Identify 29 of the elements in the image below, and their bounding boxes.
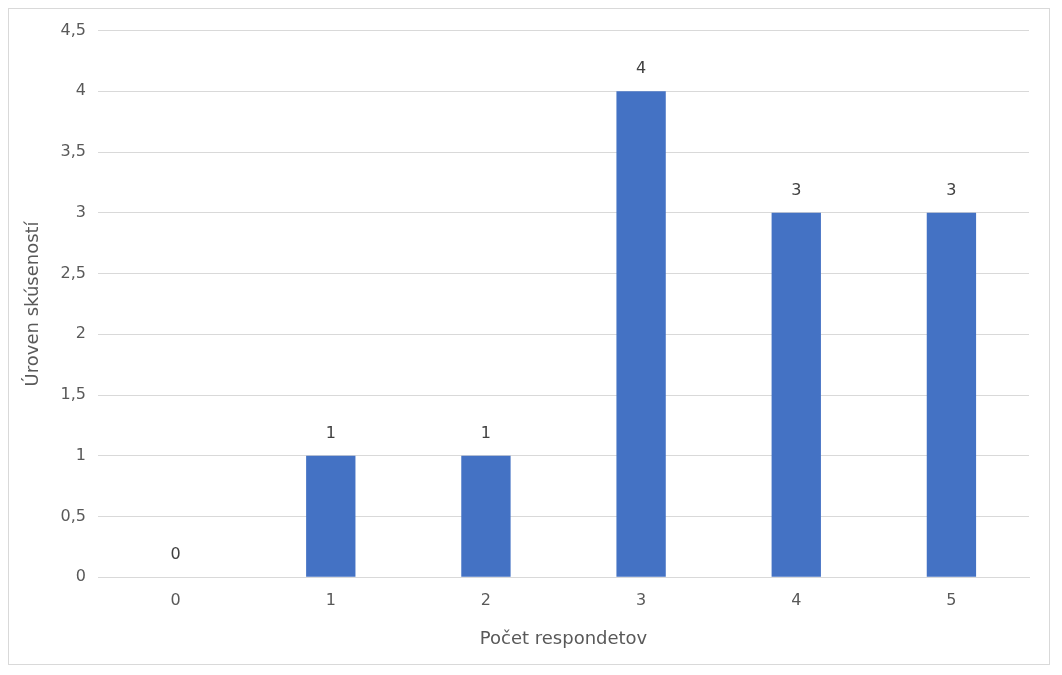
data-label: 3 xyxy=(946,179,957,199)
x-tick-label: 2 xyxy=(480,589,492,609)
bar xyxy=(926,212,977,577)
x-tick-label: 1 xyxy=(325,589,336,609)
y-tick-label: 2,5 xyxy=(60,262,87,282)
data-label: 4 xyxy=(636,58,647,78)
x-tick-label: 4 xyxy=(791,589,802,609)
y-tick-label: 4 xyxy=(75,80,87,100)
y-axis-title: Úroven skúseností xyxy=(21,220,43,387)
y-tick-label: 0,5 xyxy=(60,505,87,525)
y-tick-label: 0 xyxy=(75,566,87,586)
x-axis-title: Počet respondetov xyxy=(479,626,648,648)
x-tick-label: 3 xyxy=(636,589,647,609)
data-label: 0 xyxy=(170,544,181,564)
y-tick-label: 1,5 xyxy=(60,384,87,404)
y-tick-label: 3,5 xyxy=(60,141,87,161)
y-tick-label: 1 xyxy=(75,444,87,464)
bar xyxy=(771,212,821,577)
y-tick-label: 2 xyxy=(75,323,87,343)
bar xyxy=(461,455,511,577)
bar xyxy=(306,455,356,577)
data-label: 3 xyxy=(791,179,802,199)
bar xyxy=(616,91,666,577)
data-label: 1 xyxy=(325,422,336,442)
x-tick-label: 5 xyxy=(946,589,957,609)
y-tick-label: 4,5 xyxy=(60,19,87,39)
data-label: 1 xyxy=(480,422,492,442)
y-tick-label: 3 xyxy=(75,201,87,221)
x-tick-label: 0 xyxy=(170,589,181,609)
